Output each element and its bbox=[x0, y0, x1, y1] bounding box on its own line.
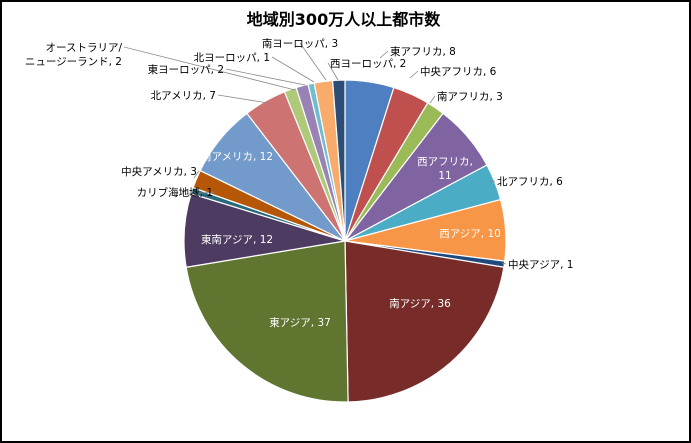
leader-line-1 bbox=[379, 50, 389, 59]
pie-slice-19 bbox=[331, 79, 346, 242]
leader-line-14 bbox=[217, 94, 269, 104]
leader-line-19 bbox=[327, 62, 339, 81]
slice-label-7: 中央アジア, 1 bbox=[508, 258, 573, 271]
slice-label-18: 南ヨーロッパ, 3 bbox=[262, 37, 338, 50]
slice-label-10: 東南アジア, 12 bbox=[201, 233, 273, 246]
slice-label-2: 中央アフリカ, 6 bbox=[420, 65, 497, 78]
slice-label-4: 西アフリカ, 11 bbox=[417, 156, 473, 182]
slice-label-16: 東ヨーロッパ, 2 bbox=[148, 63, 224, 76]
slice-label-12: 中央アメリカ, 3 bbox=[121, 165, 197, 178]
slice-label-13: 南アメリカ, 12 bbox=[201, 150, 273, 163]
slice-label-1: 東アフリカ, 8 bbox=[390, 45, 456, 58]
leader-line-5 bbox=[489, 180, 496, 183]
leader-line-17 bbox=[271, 56, 315, 83]
slice-label-17: 北ヨーロッパ, 1 bbox=[194, 52, 270, 64]
slice-label-3: 南アフリカ, 3 bbox=[437, 90, 503, 103]
slice-label-5: 北アフリカ, 6 bbox=[497, 176, 563, 188]
slice-label-15: オーストラリア/ニュージーランド, 2 bbox=[25, 42, 123, 68]
leader-line-2 bbox=[409, 70, 419, 79]
chart-title: 地域別300万人以上都市数 bbox=[246, 10, 441, 29]
leader-line-7 bbox=[501, 262, 507, 265]
slice-label-19: 西ヨーロッパ, 2 bbox=[330, 58, 406, 70]
leader-line-16 bbox=[225, 68, 306, 86]
pie-slice-8 bbox=[344, 240, 505, 403]
leader-line-11 bbox=[187, 191, 216, 195]
slice-label-11: カリブ海地域, 1 bbox=[137, 186, 213, 199]
leader-line-12 bbox=[193, 170, 200, 179]
slice-label-6: 西アジア, 10 bbox=[439, 228, 501, 240]
slice-label-14: 北アメリカ, 7 bbox=[151, 90, 216, 102]
pie-slice-9 bbox=[185, 240, 349, 403]
leader-line-18 bbox=[299, 42, 327, 81]
slice-label-8: 南アジア, 36 bbox=[389, 297, 451, 310]
leader-line-15 bbox=[123, 46, 296, 91]
slice-label-9: 東アジア, 37 bbox=[269, 316, 331, 329]
leader-line-3 bbox=[429, 95, 436, 104]
